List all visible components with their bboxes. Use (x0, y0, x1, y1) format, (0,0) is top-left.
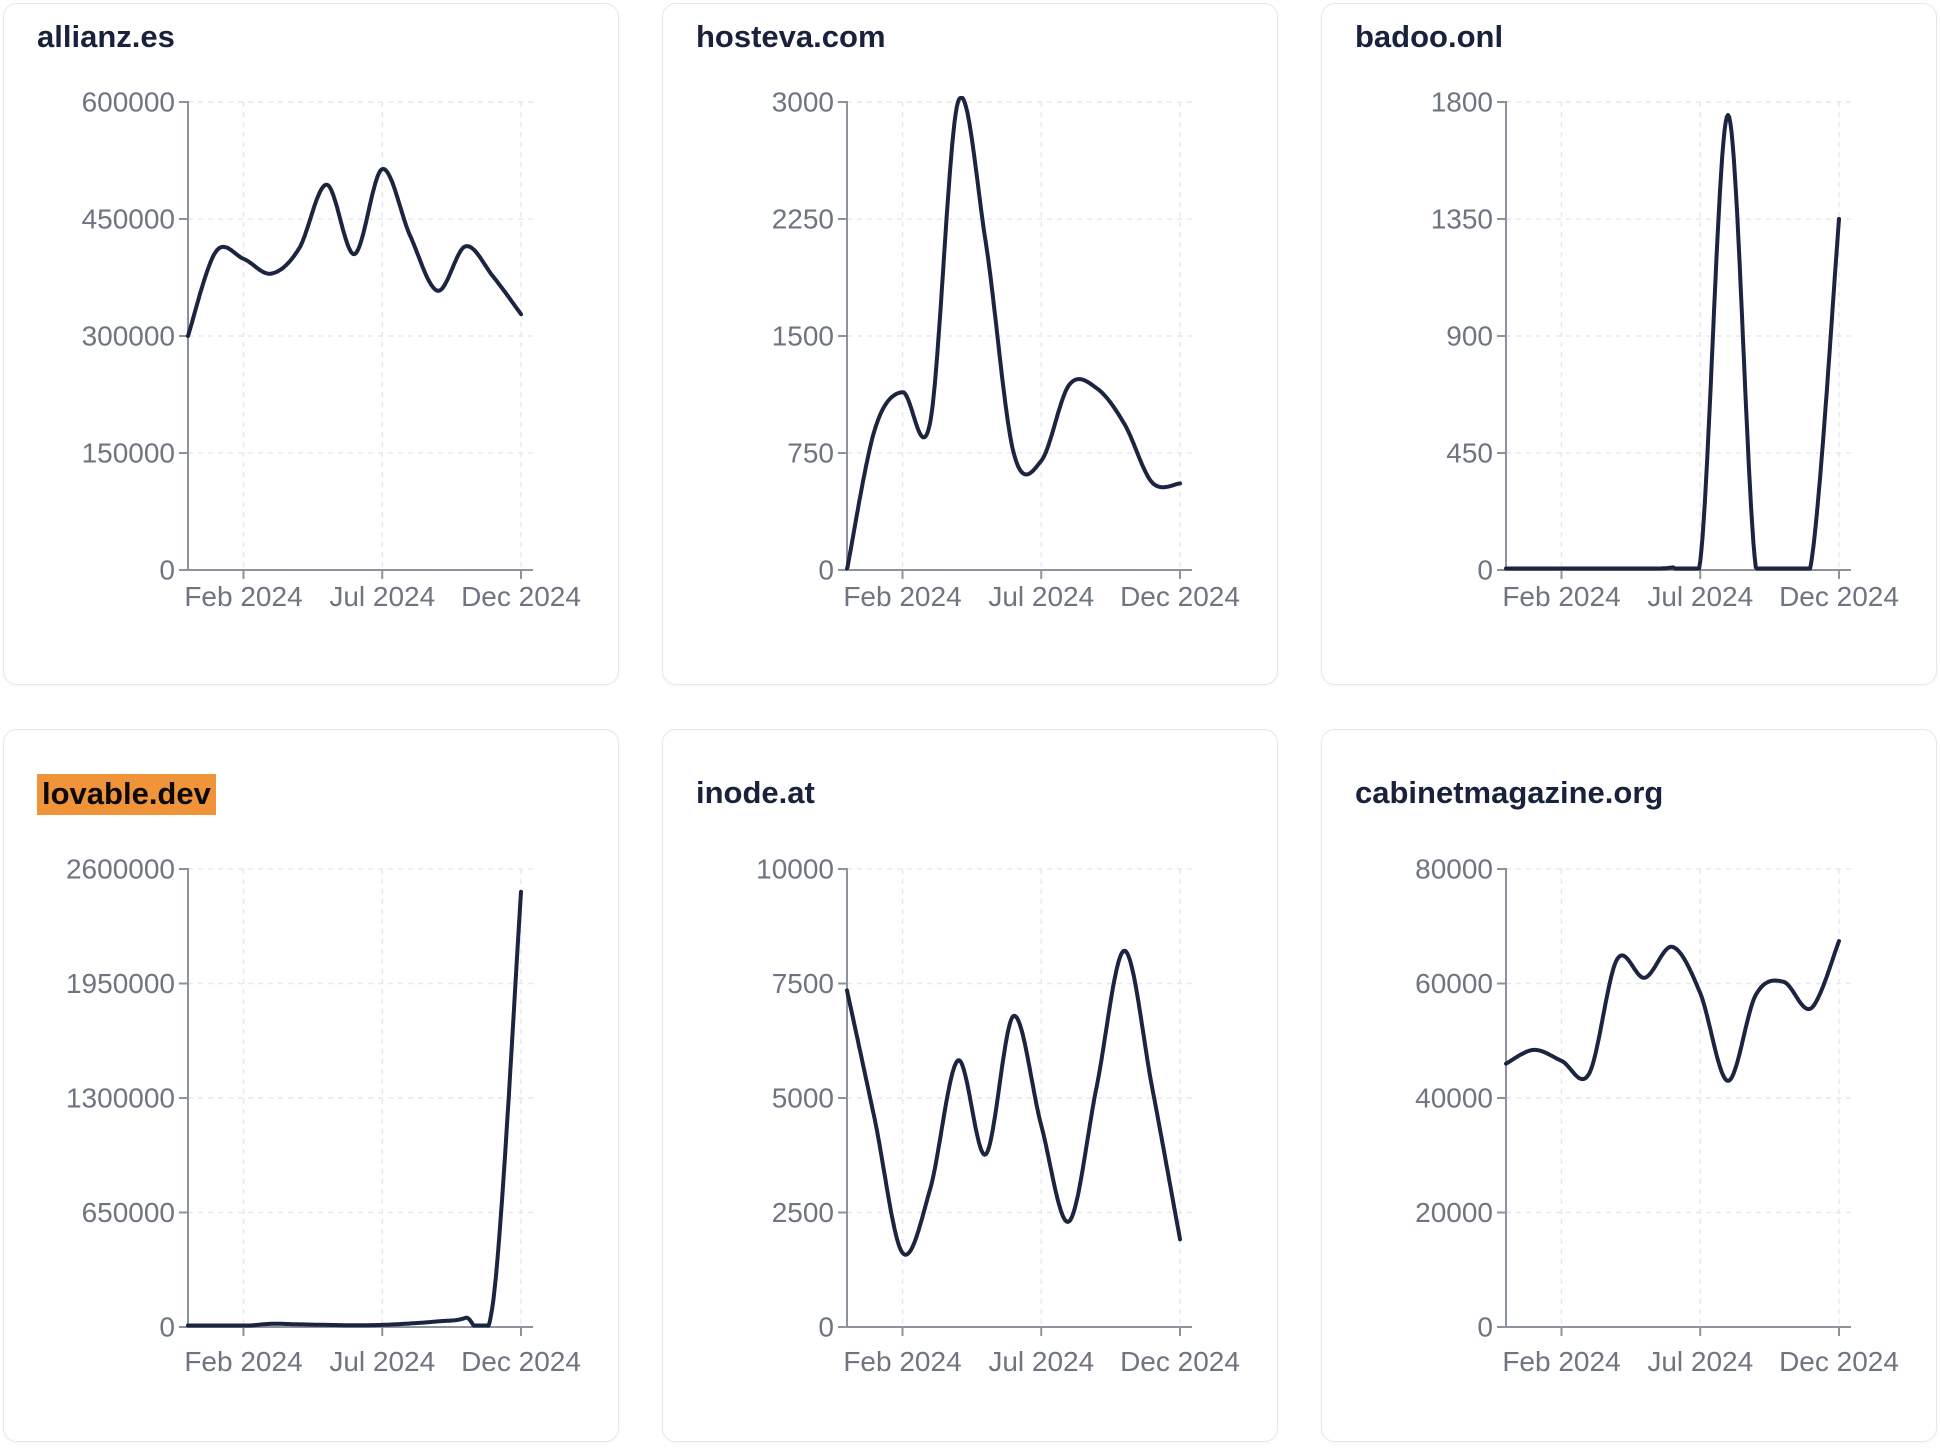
chart-card-cabinetmagazine.org[interactable]: cabinetmagazine.org 0 20000 40000 60000 8000… (1321, 729, 1937, 1442)
y-tick-label: 600000 (82, 87, 175, 118)
y-tick-label: 20000 (1415, 1197, 1493, 1228)
chart-canvas: 0 2500 5000 7500 10000 Feb 2024 Jul 2024 Dec 20… (756, 854, 1240, 1378)
x-tick-label: Dec 2024 (461, 1346, 581, 1377)
x-tick-label: Jul 2024 (1647, 581, 1753, 612)
chart-canvas: 0 450 900 1350 1800 Feb 2024 Jul 2024 Dec 2024 (1431, 87, 1899, 613)
x-tick-label: Jul 2024 (1647, 1346, 1753, 1377)
y-tick-label: 1350 (1431, 204, 1493, 235)
y-tick-label: 0 (818, 1312, 834, 1343)
chart-canvas: 0 750 1500 2250 3000 Feb 2024 Jul 2024 Dec 2024 (772, 87, 1240, 613)
x-tick-label: Dec 2024 (1779, 1346, 1899, 1377)
y-tick-label: 900 (1446, 321, 1493, 352)
y-tick-label: 10000 (756, 854, 834, 885)
chart-title: inode.at (696, 774, 815, 813)
chart-canvas: 0 20000 40000 60000 80000 Feb 2024 Jul 2024 Dec… (1415, 854, 1899, 1378)
trend-line (845, 96, 1182, 571)
trend-line (1504, 113, 1841, 571)
y-tick-label: 650000 (82, 1197, 175, 1228)
y-tick-label: 2500 (772, 1197, 834, 1228)
chart-title: allianz.es (37, 18, 175, 57)
trend-line (1504, 939, 1841, 1083)
x-tick-label: Jul 2024 (329, 1346, 435, 1377)
domain-name: lovable.dev (37, 774, 216, 815)
y-tick-label: 0 (1477, 555, 1493, 586)
y-tick-label: 450000 (82, 204, 175, 235)
chart-card-inode.at[interactable]: inode.at 0 2500 5000 7500 10000 Feb 2024 Jul 2… (662, 729, 1278, 1442)
domain-name: hosteva.com (696, 19, 886, 54)
y-tick-label: 0 (1477, 1312, 1493, 1343)
domain-name: badoo.onl (1355, 19, 1504, 54)
x-tick-label: Feb 2024 (184, 1346, 302, 1377)
x-tick-label: Feb 2024 (1502, 1346, 1620, 1377)
x-tick-label: Dec 2024 (1120, 581, 1240, 612)
y-tick-label: 300000 (82, 321, 175, 352)
x-tick-label: Jul 2024 (329, 581, 435, 612)
chart-title: badoo.onl (1355, 18, 1503, 57)
domain-name: inode.at (696, 775, 815, 810)
chart-title: hosteva.com (696, 18, 886, 57)
trend-line (845, 948, 1182, 1257)
chart-canvas: 0 150000 300000 450000 600000 Feb 2024 Jul 202… (82, 87, 581, 613)
chart-card-allianz.es[interactable]: allianz.es 0 150000 300000 450000 600000 Feb … (3, 3, 619, 685)
y-tick-label: 2250 (772, 204, 834, 235)
y-tick-label: 5000 (772, 1083, 834, 1114)
domain-name: cabinetmagazine.org (1355, 775, 1664, 810)
chart-card-hosteva.com[interactable]: hosteva.com 0 750 1500 2250 3000 Feb 2024 Jul … (662, 3, 1278, 685)
x-tick-label: Dec 2024 (1779, 581, 1899, 612)
trend-line (186, 889, 523, 1328)
x-tick-label: Feb 2024 (184, 581, 302, 612)
y-tick-label: 7500 (772, 968, 834, 999)
x-tick-label: Feb 2024 (843, 1346, 961, 1377)
y-tick-label: 450 (1446, 438, 1493, 469)
chart-title: lovable.dev (37, 774, 216, 815)
y-tick-label: 1950000 (66, 968, 175, 999)
chart-card-lovable.dev[interactable]: lovable.dev 0 650000 1300000 1950000 2600000… (3, 729, 619, 1442)
y-tick-label: 0 (159, 1312, 175, 1343)
y-tick-label: 80000 (1415, 854, 1493, 885)
y-tick-label: 0 (159, 555, 175, 586)
domain-name: allianz.es (37, 19, 175, 54)
x-tick-label: Dec 2024 (461, 581, 581, 612)
chart-title: cabinetmagazine.org (1355, 774, 1663, 813)
trend-line (186, 167, 523, 338)
y-tick-label: 40000 (1415, 1083, 1493, 1114)
x-tick-label: Jul 2024 (988, 1346, 1094, 1377)
chart-canvas: 0 650000 1300000 1950000 2600000 Feb 2024 Jul … (66, 854, 581, 1378)
y-tick-label: 2600000 (66, 854, 175, 885)
y-tick-label: 3000 (772, 87, 834, 118)
chart-card-badoo.onl[interactable]: badoo.onl 0 450 900 1350 1800 Feb 2024 Jul 202… (1321, 3, 1937, 685)
x-tick-label: Jul 2024 (988, 581, 1094, 612)
y-tick-label: 60000 (1415, 968, 1493, 999)
x-tick-label: Feb 2024 (1502, 581, 1620, 612)
y-tick-label: 750 (787, 438, 834, 469)
y-tick-label: 1800 (1431, 87, 1493, 118)
x-tick-label: Feb 2024 (843, 581, 961, 612)
y-tick-label: 1300000 (66, 1083, 175, 1114)
x-tick-label: Dec 2024 (1120, 1346, 1240, 1377)
y-tick-label: 1500 (772, 321, 834, 352)
y-tick-label: 150000 (82, 438, 175, 469)
y-tick-label: 0 (818, 555, 834, 586)
